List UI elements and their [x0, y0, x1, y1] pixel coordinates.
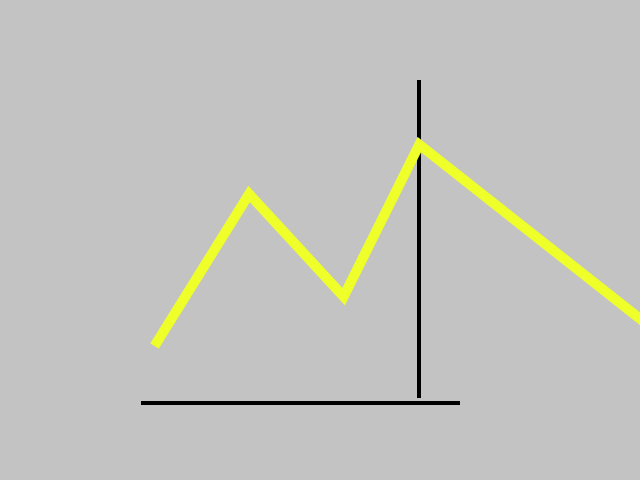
series-line-0: [150, 136, 640, 349]
series-layer: [150, 136, 640, 349]
axes-layer: [141, 80, 460, 405]
